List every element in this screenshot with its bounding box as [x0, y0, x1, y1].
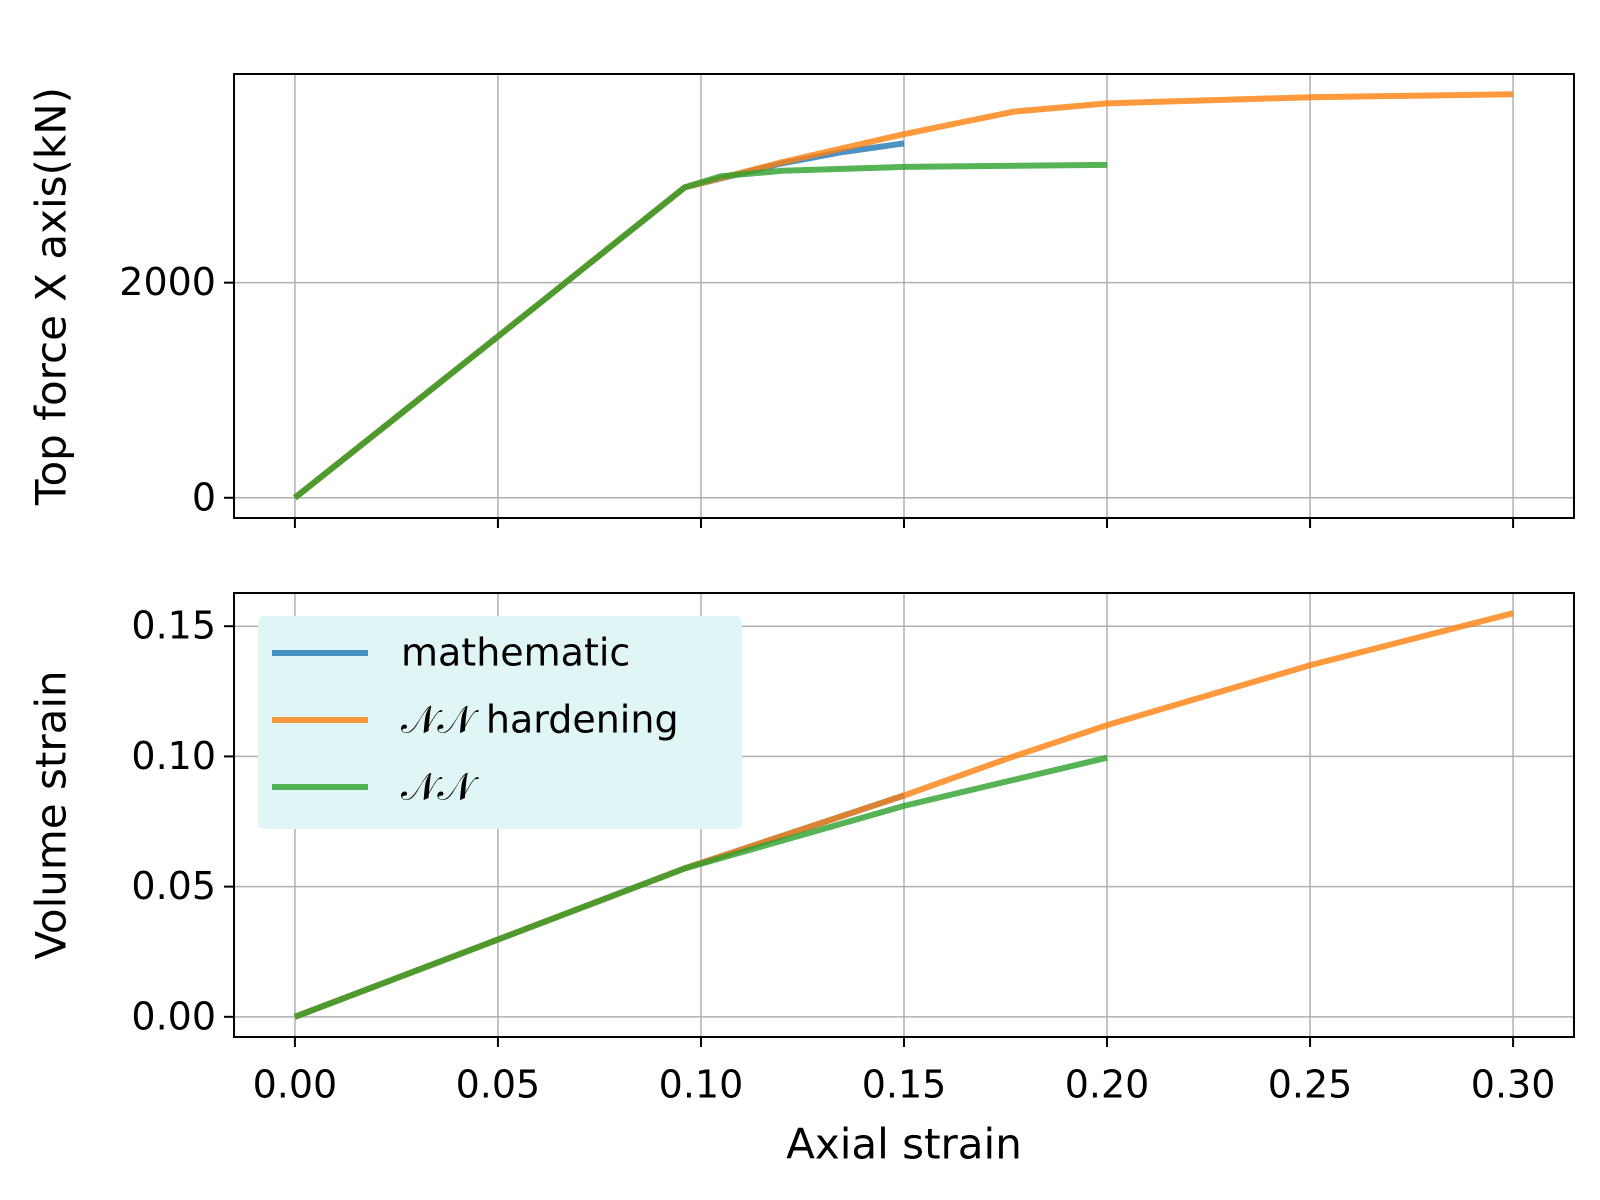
y-tick-label: 2000 — [119, 260, 216, 304]
y-axis-label: Top force X axis(kN) — [27, 87, 76, 506]
x-tick-label: 0.20 — [1065, 1063, 1150, 1107]
y-tick-label: 0.10 — [131, 734, 216, 778]
y-tick-label: 0.15 — [131, 604, 216, 648]
x-axis-label: Axial strain — [786, 1120, 1022, 1169]
legend-box — [258, 616, 742, 829]
y-tick-label: 0.05 — [131, 864, 216, 908]
y-tick-label: 0 — [192, 475, 216, 519]
legend-label: 𝒩𝒩 — [401, 765, 479, 809]
x-tick-label: 0.10 — [659, 1063, 744, 1107]
y-axis-label: Volume strain — [27, 670, 76, 959]
legend-label: mathematic — [401, 631, 630, 675]
legend-label: 𝒩𝒩 hardening — [401, 698, 679, 742]
data-line — [293, 161, 1108, 501]
x-tick-label: 0.15 — [862, 1063, 947, 1107]
axes-frame — [233, 73, 1575, 519]
legend: mathematic 𝒩𝒩 hardening 𝒩𝒩 — [258, 616, 742, 829]
data-line — [293, 754, 1108, 1020]
x-tick-label: 0.05 — [456, 1063, 541, 1107]
axes-frame — [233, 592, 1575, 1038]
x-tick-label: 0.25 — [1268, 1063, 1353, 1107]
x-tick-label: 0.30 — [1471, 1063, 1556, 1107]
y-tick-label: 0.00 — [131, 994, 216, 1038]
x-tick-label: 0.00 — [253, 1063, 338, 1107]
